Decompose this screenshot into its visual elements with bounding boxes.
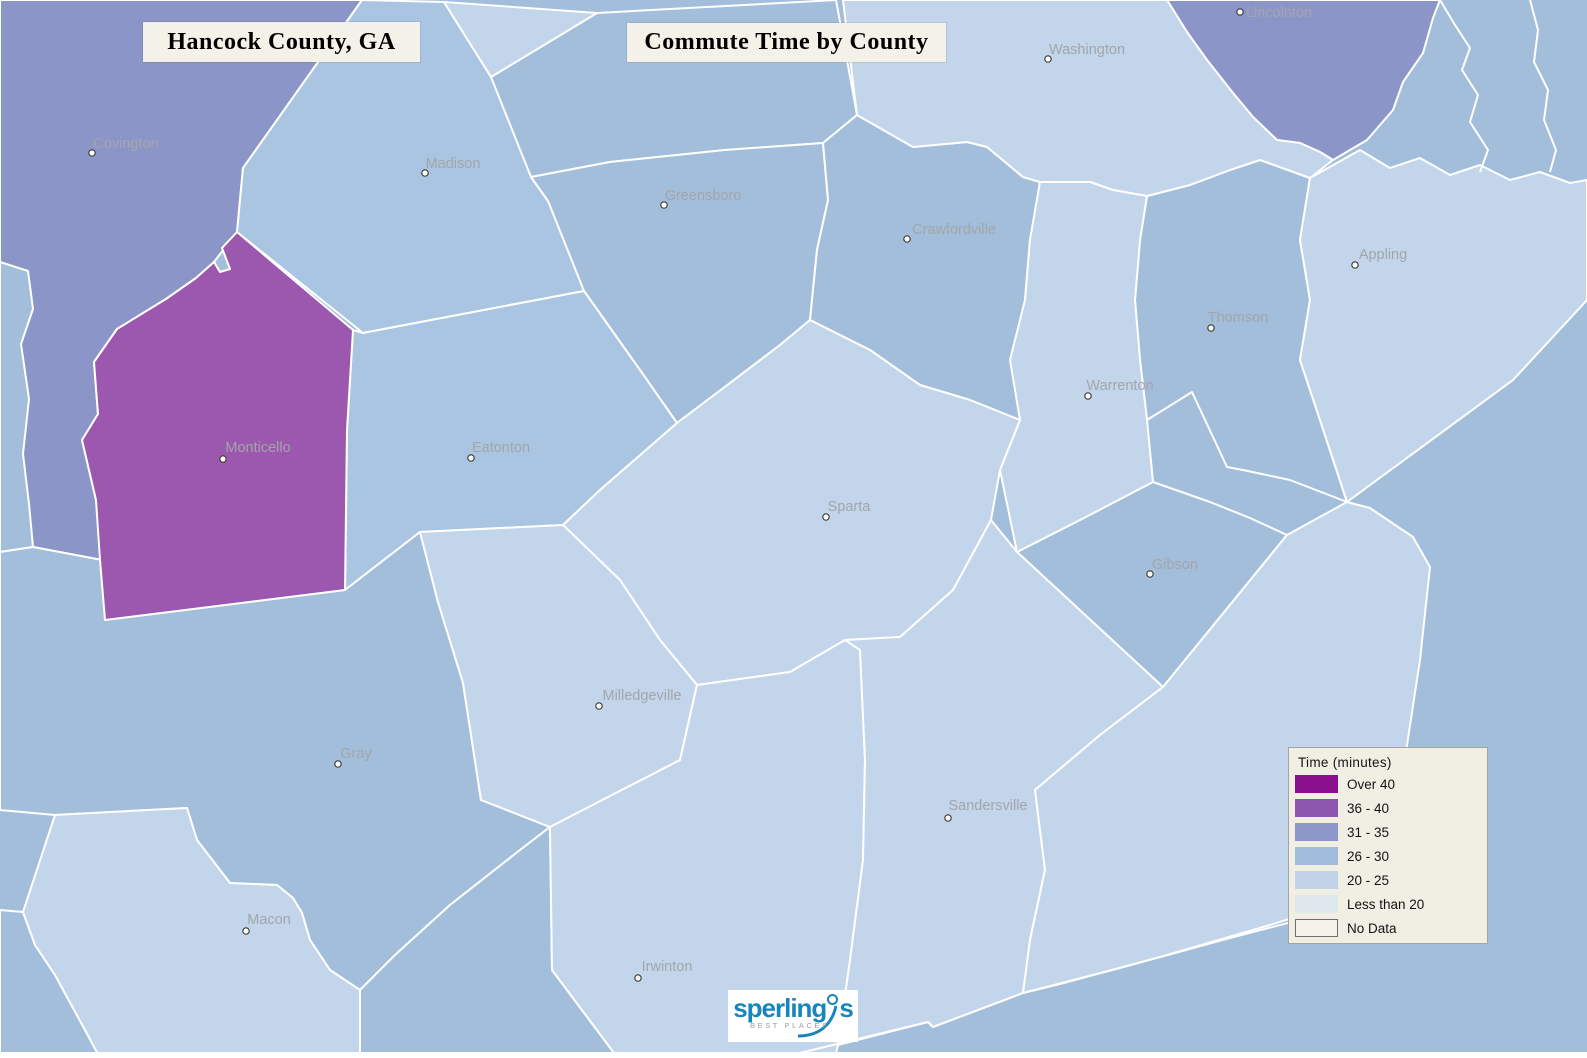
city-dot-warrenton <box>1084 392 1092 400</box>
sperlings-logo: sperling s BEST PLACES <box>728 990 858 1042</box>
county-top-wedge <box>443 1 598 78</box>
legend-row: 20 - 25 <box>1289 868 1487 892</box>
county-columbia-appling <box>1299 149 1587 503</box>
city-dot-lincolnton <box>1236 8 1244 16</box>
legend: Time (minutes) Over 40 36 - 40 31 - 35 26 -… <box>1288 747 1488 944</box>
legend-row: 31 - 35 <box>1289 820 1487 844</box>
city-label-appling: Appling <box>1359 247 1407 263</box>
legend-label: 31 - 35 <box>1347 824 1390 840</box>
city-label-sparta: Sparta <box>828 499 872 515</box>
city-dot-gray <box>334 760 342 768</box>
city-label-gray: Gray <box>340 746 372 762</box>
legend-swatch <box>1295 871 1338 889</box>
city-dot-milledgeville <box>595 702 603 710</box>
legend-swatch <box>1295 919 1338 937</box>
city-label-monticello: Monticello <box>225 440 290 456</box>
logo-brand-tail: s <box>839 993 854 1023</box>
logo-swoosh <box>797 1005 838 1038</box>
map-title-box: Commute Time by County <box>627 23 946 62</box>
legend-label: 26 - 30 <box>1347 848 1390 864</box>
county-title-box: Hancock County, GA <box>143 22 420 62</box>
city-dot-madison <box>421 169 429 177</box>
city-label-thomson: Thomson <box>1208 310 1268 326</box>
legend-row: Less than 20 <box>1289 892 1487 916</box>
legend-label: Over 40 <box>1347 776 1396 792</box>
boundary-ne-corner-2 <box>1529 0 1557 173</box>
city-dot-greensboro <box>660 201 668 209</box>
legend-swatch <box>1295 775 1338 793</box>
city-label-milledgeville: Milledgeville <box>603 688 682 704</box>
city-dot-appling <box>1351 261 1359 269</box>
city-label-greensboro: Greensboro <box>665 188 742 204</box>
county-left-sliver <box>0 261 34 553</box>
legend-row: No Data <box>1289 916 1487 940</box>
city-label-eatonton: Eatonton <box>472 440 530 456</box>
city-dot-eatonton <box>467 454 475 462</box>
legend-label: Less than 20 <box>1347 896 1425 912</box>
logo-brand: sperling s <box>728 993 858 1023</box>
city-dot-covington <box>88 149 96 157</box>
city-dot-washington <box>1044 55 1052 63</box>
legend-swatch <box>1295 847 1338 865</box>
legend-swatch <box>1295 823 1338 841</box>
city-dot-monticello <box>219 455 227 463</box>
city-dot-crawfordville <box>903 235 911 243</box>
legend-swatch <box>1295 799 1338 817</box>
city-label-washington: Washington <box>1049 42 1125 58</box>
city-dot-gibson <box>1146 570 1154 578</box>
legend-label: No Data <box>1347 920 1397 936</box>
legend-title: Time (minutes) <box>1298 755 1392 770</box>
city-label-covington: Covington <box>93 136 158 152</box>
legend-label: 20 - 25 <box>1347 872 1390 888</box>
city-dot-thomson <box>1207 324 1215 332</box>
legend-label: 36 - 40 <box>1347 800 1390 816</box>
city-dot-macon <box>242 927 250 935</box>
map-bottom-border <box>0 1052 1587 1058</box>
cities-layer: Covington Madison Monticello Eatonton Greens… <box>88 5 1407 982</box>
city-dot-sparta <box>822 513 830 521</box>
city-dot-sandersville <box>944 814 952 822</box>
city-label-gibson: Gibson <box>1152 557 1198 573</box>
city-label-lincolnton: Lincolnton <box>1246 5 1312 21</box>
city-label-macon: Macon <box>247 912 291 928</box>
city-dot-irwinton <box>634 974 642 982</box>
location-pin-icon <box>827 994 839 1005</box>
logo-tagline: BEST PLACES <box>750 1021 830 1030</box>
legend-row: 26 - 30 <box>1289 844 1487 868</box>
county-warren-warrenton <box>999 181 1154 553</box>
logo-brand-head: sperling <box>733 993 827 1023</box>
legend-items: Over 40 36 - 40 31 - 35 26 - 30 20 - 25 Less … <box>1289 772 1487 940</box>
legend-swatch <box>1295 895 1338 913</box>
city-label-sandersville: Sandersville <box>949 798 1028 814</box>
city-label-crawfordville: Crawfordville <box>912 222 996 238</box>
county-jasper-monticello <box>81 231 354 621</box>
city-label-madison: Madison <box>426 156 481 172</box>
legend-row: Over 40 <box>1289 772 1487 796</box>
county-bibb-macon <box>22 807 361 1058</box>
legend-row: 36 - 40 <box>1289 796 1487 820</box>
city-label-irwinton: Irwinton <box>642 959 693 975</box>
county-wilkes-washington <box>842 0 1334 197</box>
boundary-ne-corner-1 <box>1439 0 1489 173</box>
city-label-warrenton: Warrenton <box>1086 378 1153 394</box>
